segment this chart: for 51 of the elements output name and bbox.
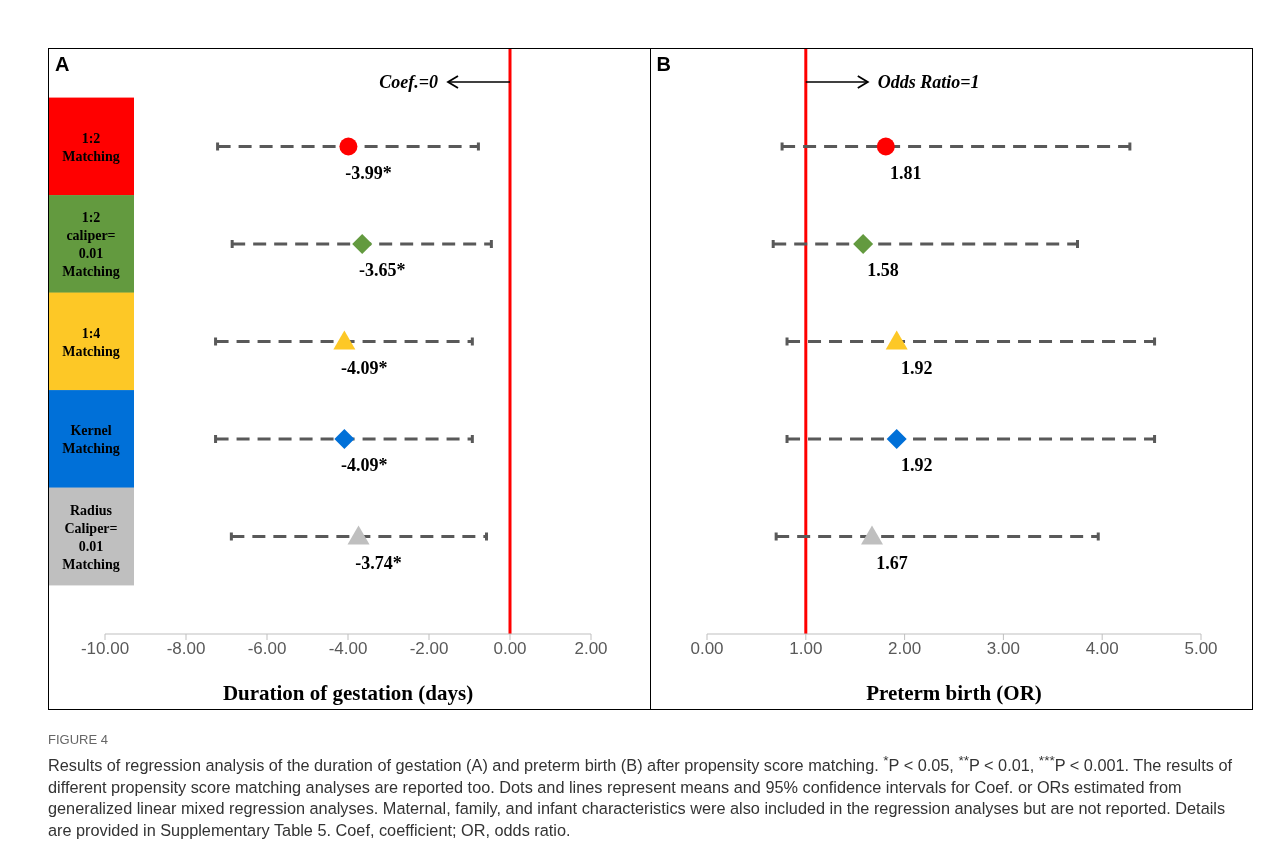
point: [852, 234, 873, 254]
point: [860, 525, 883, 545]
x-axis-title: Preterm birth (OR): [865, 681, 1042, 705]
x-tick-label: -2.00: [409, 639, 449, 659]
category-tile: Kernel Matching: [49, 390, 134, 488]
category-tile: 1:2 Matching: [49, 97, 134, 196]
data-label: -3.74*: [355, 552, 402, 573]
point: [352, 234, 373, 254]
x-tick-label: -4.00: [328, 639, 368, 659]
point: [886, 429, 907, 449]
data-label: 1.67: [875, 552, 908, 573]
data-label: 1.58: [866, 260, 899, 280]
chart-title: A: [55, 53, 70, 76]
data-label: -3.99*: [345, 162, 392, 183]
x-tick-label: 5.00: [1183, 639, 1218, 659]
data-label: 1.81: [889, 162, 922, 183]
category-tile: 1:4 Matching: [49, 292, 134, 391]
y-tick-label: Radius Caliper= 0.01 Matching: [62, 502, 120, 572]
x-tick-label: 4.00: [1085, 639, 1119, 659]
category-tile: Radius Caliper= 0.01 Matching: [49, 487, 134, 586]
y-tick-label: 1:4 Matching: [62, 325, 120, 359]
x-tick-label: 2.00: [887, 639, 921, 659]
y-tick-label: 1:2 caliper= 0.01 Matching: [62, 210, 120, 279]
x-tick-label: -6.00: [247, 639, 287, 659]
data-label: -4.09*: [341, 455, 388, 475]
data-label: 1.92: [900, 357, 932, 378]
point: [885, 330, 908, 350]
data-label: 1.92: [900, 455, 932, 475]
point: [876, 137, 895, 156]
x-tick-label: 1.00: [788, 639, 822, 659]
x-tick-label: -10.00: [80, 639, 130, 659]
y-tick-label: 1:2 Matching: [62, 130, 120, 164]
x-tick-label: 0.00: [689, 639, 724, 659]
chart-title: B: [656, 53, 671, 76]
y-tick-label: Kernel Matching: [62, 423, 120, 456]
x-tick-label: 2.00: [574, 639, 608, 659]
data-label: -4.09*: [341, 357, 388, 378]
point: [347, 525, 370, 545]
x-axis-title: Duration of gestation (days): [222, 681, 474, 705]
category-tile: 1:2 caliper= 0.01 Matching: [49, 195, 134, 293]
x-tick-label: -8.00: [166, 639, 206, 659]
ref-line-label: Coef.=0: [379, 72, 438, 92]
caption: FIGURE 4: [48, 732, 109, 747]
text: Results of regression analysis of the duration of gestation (A) and preterm birth (B) after propensity score matching. $^{*}$P < 0.05, $^{**}$P < 0.01, $^{***}$P < 0.001. The results of different propensity score matching analyses are reported too. Dots and lines represent means and 95% confidence intervals for Coef. or ORs estimated from generalized linear mixed regression analyses. Maternal, family, and infant characteristics were also included in the regression analyses but are not reported. Details are provided in Supplementary Table 5. Coef, coefficient; OR, odds ratio.: [48, 753, 1232, 839]
point: [334, 429, 355, 449]
x-tick-label: 0.00: [493, 639, 527, 659]
ref-line-label: Odds Ratio=1: [877, 72, 980, 92]
point: [333, 330, 356, 350]
x-tick-label: 3.00: [986, 639, 1020, 659]
point: [339, 137, 358, 156]
data-label: -3.65*: [358, 260, 406, 280]
